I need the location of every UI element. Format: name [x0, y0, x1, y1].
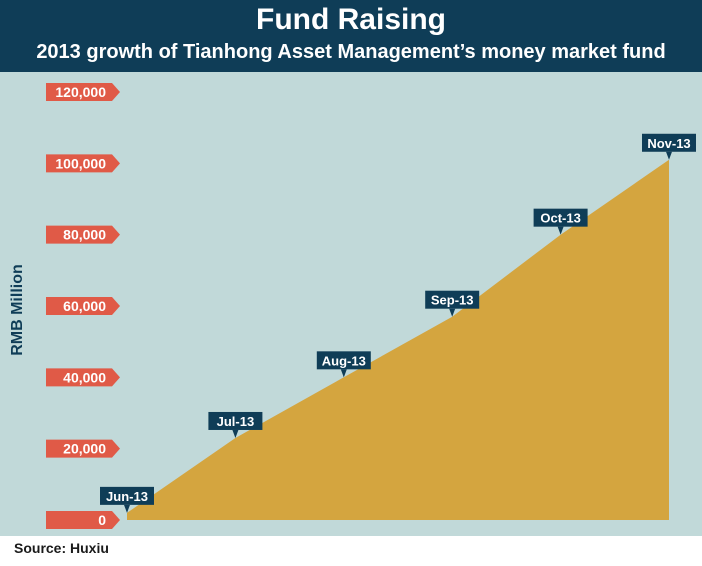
- y-tick-tag: 20,000: [46, 439, 120, 458]
- y-tick-tag: 60,000: [46, 297, 120, 315]
- point-label-text: Nov-13: [647, 136, 690, 151]
- point-label-pointer: [340, 369, 347, 378]
- point-label: Nov-13: [642, 133, 696, 160]
- y-tick-tag: 0: [46, 511, 120, 529]
- y-tick-tag: 100,000: [46, 154, 120, 173]
- chart-header: Fund Raising 2013 growth of Tianhong Ass…: [0, 0, 702, 72]
- y-tick-label: 0: [98, 512, 106, 528]
- point-label-box: [642, 133, 696, 152]
- point-label-pointer: [666, 151, 672, 160]
- y-tick-background: [46, 511, 120, 529]
- y-tick-background: [46, 297, 120, 315]
- area-series: [127, 159, 669, 521]
- y-tick-label: 80,000: [63, 227, 106, 243]
- y-tick-background: [46, 368, 120, 387]
- point-label: Jun-13: [100, 486, 154, 513]
- y-tick-label: 100,000: [55, 155, 106, 171]
- point-label-box: [425, 290, 480, 309]
- chart-title: Fund Raising: [256, 3, 446, 36]
- point-label: Oct-13: [533, 208, 588, 235]
- point-label-text: Aug-13: [322, 353, 366, 368]
- point-label: Sep-13: [425, 290, 480, 317]
- y-tick-tag: 40,000: [46, 368, 120, 387]
- point-label-box: [316, 351, 371, 370]
- y-tick-background: [46, 83, 120, 101]
- y-tick-tag: 80,000: [46, 225, 120, 244]
- source-note: Source: Huxiu: [14, 540, 109, 556]
- y-tick-label: 60,000: [63, 298, 106, 314]
- y-tick-background: [46, 154, 120, 173]
- point-label-box: [208, 411, 263, 430]
- y-tick-tag: 120,000: [46, 83, 120, 101]
- point-label-pointer: [449, 308, 456, 317]
- point-label-pointer: [124, 504, 130, 513]
- point-label: Aug-13: [316, 351, 371, 378]
- y-tick-label: 20,000: [63, 441, 106, 457]
- y-tick-label: 40,000: [63, 369, 106, 385]
- point-label-text: Oct-13: [540, 211, 580, 226]
- point-label-text: Sep-13: [431, 293, 474, 308]
- point-label-box: [100, 486, 154, 505]
- chart-subtitle: 2013 growth of Tianhong Asset Management…: [36, 41, 666, 63]
- y-tick-label: 120,000: [55, 84, 106, 100]
- point-label-text: Jul-13: [217, 414, 255, 429]
- y-tick-background: [46, 225, 120, 244]
- y-tick-background: [46, 439, 120, 458]
- point-label-text: Jun-13: [106, 489, 148, 504]
- point-label-pointer: [232, 429, 239, 438]
- point-label-box: [533, 208, 588, 227]
- point-label-pointer: [557, 226, 564, 235]
- point-label: Jul-13: [208, 411, 263, 438]
